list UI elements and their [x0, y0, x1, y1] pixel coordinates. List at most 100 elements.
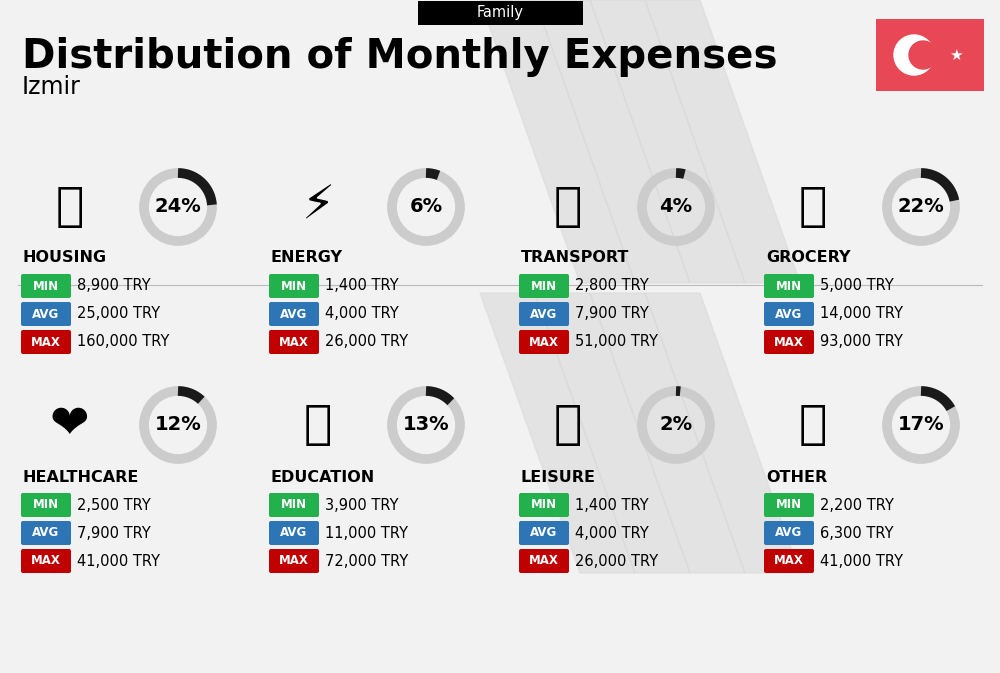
Polygon shape: [590, 293, 745, 573]
Text: AVG: AVG: [32, 308, 60, 320]
Text: MAX: MAX: [279, 336, 309, 349]
Text: LEISURE: LEISURE: [521, 470, 596, 485]
FancyBboxPatch shape: [764, 493, 814, 517]
FancyBboxPatch shape: [519, 549, 569, 573]
Text: MAX: MAX: [279, 555, 309, 567]
Text: 7,900 TRY: 7,900 TRY: [575, 306, 649, 322]
FancyBboxPatch shape: [764, 302, 814, 326]
Text: MAX: MAX: [774, 336, 804, 349]
FancyBboxPatch shape: [269, 330, 319, 354]
FancyBboxPatch shape: [269, 549, 319, 573]
Text: 24%: 24%: [155, 197, 201, 217]
Text: 2,500 TRY: 2,500 TRY: [77, 497, 151, 513]
Text: 💰: 💰: [799, 402, 827, 448]
Text: 17%: 17%: [898, 415, 944, 435]
Text: ⚡: ⚡: [301, 184, 335, 229]
Text: Family: Family: [477, 5, 524, 20]
Text: 1,400 TRY: 1,400 TRY: [325, 279, 399, 293]
Text: 🛍️: 🛍️: [554, 402, 582, 448]
Text: MIN: MIN: [531, 499, 557, 511]
FancyBboxPatch shape: [764, 330, 814, 354]
Text: MAX: MAX: [529, 555, 559, 567]
Text: AVG: AVG: [530, 308, 558, 320]
Text: 6,300 TRY: 6,300 TRY: [820, 526, 894, 540]
Text: 26,000 TRY: 26,000 TRY: [575, 553, 658, 569]
FancyBboxPatch shape: [519, 493, 569, 517]
Text: AVG: AVG: [280, 308, 308, 320]
FancyBboxPatch shape: [764, 274, 814, 298]
Text: 🎓: 🎓: [304, 402, 332, 448]
Text: Distribution of Monthly Expenses: Distribution of Monthly Expenses: [22, 37, 778, 77]
FancyBboxPatch shape: [269, 493, 319, 517]
Text: MIN: MIN: [776, 499, 802, 511]
FancyBboxPatch shape: [519, 302, 569, 326]
Text: Izmir: Izmir: [22, 75, 81, 99]
FancyBboxPatch shape: [21, 493, 71, 517]
Text: HEALTHCARE: HEALTHCARE: [23, 470, 139, 485]
Text: 51,000 TRY: 51,000 TRY: [575, 334, 658, 349]
Text: HOUSING: HOUSING: [23, 250, 107, 266]
Text: 160,000 TRY: 160,000 TRY: [77, 334, 169, 349]
Text: EDUCATION: EDUCATION: [271, 470, 375, 485]
FancyBboxPatch shape: [269, 302, 319, 326]
Text: MIN: MIN: [281, 499, 307, 511]
Text: 4%: 4%: [659, 197, 693, 217]
Text: 7,900 TRY: 7,900 TRY: [77, 526, 151, 540]
Text: 1,400 TRY: 1,400 TRY: [575, 497, 649, 513]
Polygon shape: [480, 0, 635, 283]
Text: 6%: 6%: [409, 197, 443, 217]
Text: 14,000 TRY: 14,000 TRY: [820, 306, 903, 322]
Text: 11,000 TRY: 11,000 TRY: [325, 526, 408, 540]
FancyBboxPatch shape: [21, 549, 71, 573]
Text: 4,000 TRY: 4,000 TRY: [325, 306, 399, 322]
Polygon shape: [645, 293, 800, 573]
Polygon shape: [645, 0, 800, 283]
Text: ★: ★: [949, 48, 963, 63]
Text: 41,000 TRY: 41,000 TRY: [820, 553, 903, 569]
Text: AVG: AVG: [775, 308, 803, 320]
Text: 93,000 TRY: 93,000 TRY: [820, 334, 903, 349]
Text: AVG: AVG: [775, 526, 803, 540]
Text: MAX: MAX: [31, 555, 61, 567]
Text: 🛒: 🛒: [799, 184, 827, 229]
Text: MIN: MIN: [531, 279, 557, 293]
FancyBboxPatch shape: [21, 330, 71, 354]
FancyBboxPatch shape: [269, 521, 319, 545]
Text: 12%: 12%: [155, 415, 201, 435]
Polygon shape: [535, 0, 690, 283]
Text: 2,200 TRY: 2,200 TRY: [820, 497, 894, 513]
FancyBboxPatch shape: [269, 274, 319, 298]
Polygon shape: [480, 293, 635, 573]
FancyBboxPatch shape: [21, 521, 71, 545]
Text: 2,800 TRY: 2,800 TRY: [575, 279, 649, 293]
FancyBboxPatch shape: [764, 549, 814, 573]
Text: MIN: MIN: [33, 279, 59, 293]
Text: MIN: MIN: [33, 499, 59, 511]
Text: MAX: MAX: [529, 336, 559, 349]
FancyBboxPatch shape: [519, 521, 569, 545]
Text: 22%: 22%: [898, 197, 944, 217]
Circle shape: [894, 35, 934, 75]
Text: 🚌: 🚌: [554, 184, 582, 229]
Text: MAX: MAX: [774, 555, 804, 567]
Polygon shape: [590, 0, 745, 283]
FancyBboxPatch shape: [876, 19, 984, 91]
Text: 8,900 TRY: 8,900 TRY: [77, 279, 151, 293]
Text: ❤️: ❤️: [50, 402, 90, 448]
Text: GROCERY: GROCERY: [766, 250, 850, 266]
Text: 2%: 2%: [659, 415, 693, 435]
Text: MAX: MAX: [31, 336, 61, 349]
Text: 3,900 TRY: 3,900 TRY: [325, 497, 398, 513]
Text: 26,000 TRY: 26,000 TRY: [325, 334, 408, 349]
Text: MIN: MIN: [776, 279, 802, 293]
Text: AVG: AVG: [32, 526, 60, 540]
FancyBboxPatch shape: [418, 1, 583, 25]
Text: 4,000 TRY: 4,000 TRY: [575, 526, 649, 540]
Text: MIN: MIN: [281, 279, 307, 293]
Text: AVG: AVG: [530, 526, 558, 540]
Circle shape: [909, 41, 937, 69]
Text: AVG: AVG: [280, 526, 308, 540]
Text: 13%: 13%: [403, 415, 449, 435]
FancyBboxPatch shape: [519, 330, 569, 354]
Text: OTHER: OTHER: [766, 470, 827, 485]
